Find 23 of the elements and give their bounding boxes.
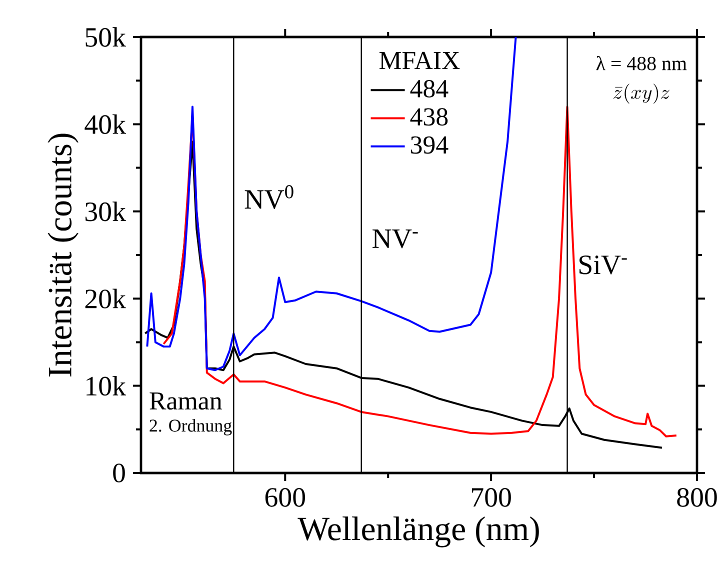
y-tick-label: 0 xyxy=(113,464,125,482)
legend-label: 484 xyxy=(410,80,448,98)
legend-label: 394 xyxy=(411,136,448,154)
legend-title: MFAIX xyxy=(379,52,460,70)
y-tick-label: 10k xyxy=(86,376,126,396)
ref-line-label: NV$^{0}$ xyxy=(244,185,294,210)
x-tick-label: 800 xyxy=(677,488,717,507)
x-tick-label: 700 xyxy=(472,488,511,507)
ref-line-label: SiV$^{-}$ xyxy=(580,256,627,274)
y-tick-label: 20k xyxy=(85,288,126,308)
y-tick-label: 40k xyxy=(84,114,126,134)
annotation: $\bar{z}(xy)z$ xyxy=(613,84,670,104)
ref-line-label: NV$^{-}$ xyxy=(372,230,418,248)
y-axis-title: Intensität (counts) xyxy=(48,134,78,377)
y-tick-label: 50k xyxy=(86,27,126,47)
legend-label: 438 xyxy=(410,108,448,126)
x-tick-label: 600 xyxy=(265,488,305,507)
annotation: λ = 488 nm xyxy=(596,56,687,70)
annotation: 2. Ordnung xyxy=(150,419,232,436)
x-axis-title: Wellenlänge (nm) xyxy=(298,516,539,548)
annotation: Raman xyxy=(150,392,222,410)
line-series xyxy=(146,37,517,372)
y-tick-label: 30k xyxy=(85,202,126,222)
